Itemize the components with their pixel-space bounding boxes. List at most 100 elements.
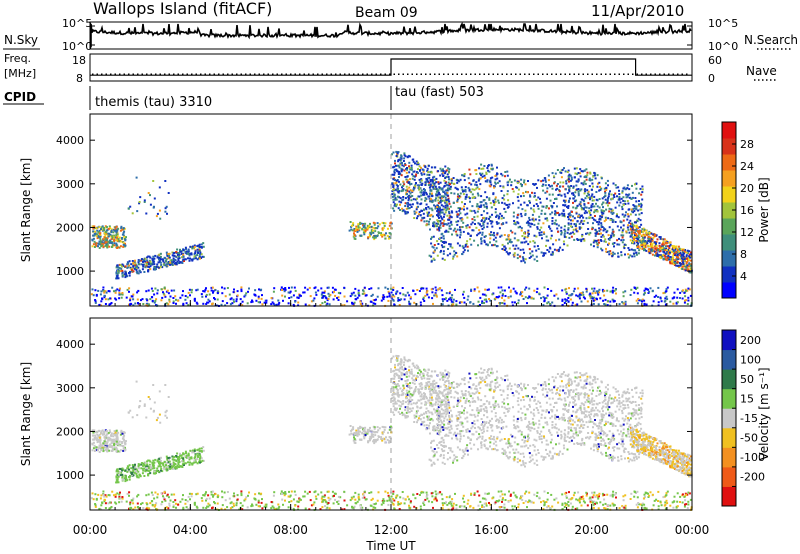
echo-cell bbox=[391, 190, 394, 193]
echo-cell bbox=[128, 478, 131, 481]
echo-cell bbox=[605, 250, 608, 253]
echo-cell bbox=[501, 296, 503, 299]
echo-cell bbox=[116, 274, 119, 277]
echo-cell bbox=[665, 249, 668, 252]
power-colorbar-step bbox=[722, 202, 736, 219]
echo-cell bbox=[594, 228, 597, 231]
echo-cell bbox=[681, 260, 684, 262]
power-colorbar-label: 12 bbox=[740, 226, 754, 239]
echo-cell bbox=[495, 240, 498, 243]
echo-cell bbox=[633, 255, 636, 258]
echo-cell bbox=[136, 265, 138, 268]
echo-cell bbox=[469, 209, 472, 212]
echo-cell bbox=[420, 173, 423, 176]
echo-cell bbox=[418, 211, 421, 213]
echo-cell bbox=[457, 207, 460, 210]
echo-cell bbox=[390, 288, 393, 291]
echo-cell bbox=[431, 291, 434, 294]
echo-cell bbox=[452, 298, 455, 301]
echo-cell bbox=[485, 294, 488, 297]
echo-cell bbox=[506, 193, 509, 196]
echo-cell bbox=[210, 289, 213, 292]
echo-cell bbox=[498, 295, 501, 298]
echo-cell bbox=[462, 251, 465, 254]
echo-cell bbox=[588, 233, 591, 236]
echo-cell bbox=[526, 204, 529, 207]
echo-cell bbox=[363, 292, 366, 295]
echo-cell bbox=[504, 171, 507, 173]
echo-cell bbox=[398, 158, 401, 161]
echo-cell bbox=[630, 229, 633, 232]
echo-cell bbox=[175, 256, 178, 259]
echo-cell bbox=[432, 302, 434, 305]
echo-cell bbox=[508, 247, 511, 250]
echo-cell bbox=[636, 234, 638, 237]
echo-cell bbox=[427, 177, 430, 179]
echo-cell bbox=[431, 199, 434, 202]
echo-cell bbox=[642, 242, 645, 245]
echo-cell bbox=[571, 301, 574, 304]
echo-cell bbox=[442, 168, 444, 171]
echo-cell bbox=[586, 221, 589, 224]
echo-cell bbox=[637, 298, 640, 300]
echo-cell bbox=[359, 226, 361, 229]
echo-cell bbox=[119, 229, 122, 232]
echo-cell bbox=[408, 302, 411, 305]
echo-cell bbox=[453, 192, 456, 195]
echo-cell bbox=[680, 253, 683, 256]
echo-cell bbox=[376, 222, 379, 225]
echo-cell bbox=[122, 445, 125, 448]
echo-cell bbox=[158, 258, 160, 261]
echo-cell bbox=[432, 186, 435, 189]
echo-cell bbox=[486, 167, 489, 169]
echo-cell bbox=[132, 266, 135, 269]
echo-cell bbox=[442, 175, 445, 177]
echo-cell bbox=[381, 425, 384, 428]
echo-cell bbox=[125, 272, 128, 275]
echo-cell bbox=[396, 195, 399, 198]
echo-cell bbox=[241, 300, 244, 303]
echo-cell bbox=[153, 461, 156, 464]
echo-cell bbox=[95, 446, 98, 449]
echo-cell bbox=[149, 265, 152, 268]
echo-cell bbox=[129, 205, 132, 208]
echo-cell bbox=[398, 200, 401, 203]
echo-cell bbox=[532, 219, 535, 222]
echo-cell bbox=[202, 255, 205, 258]
echo-cell bbox=[517, 226, 520, 229]
echo-cell bbox=[640, 212, 643, 215]
echo-cell bbox=[118, 246, 121, 249]
echo-cell bbox=[110, 228, 113, 231]
echo-cell bbox=[569, 214, 572, 217]
echo-cell bbox=[579, 175, 582, 178]
echo-cell bbox=[434, 185, 437, 188]
echo-cell bbox=[440, 211, 443, 214]
echo-cell bbox=[626, 213, 629, 216]
echo-cell bbox=[602, 201, 605, 204]
echo-cell bbox=[535, 249, 538, 252]
echo-cell bbox=[98, 232, 101, 235]
echo-cell bbox=[397, 151, 400, 153]
echo-cell bbox=[572, 215, 574, 218]
echo-cell bbox=[113, 229, 116, 232]
echo-cell bbox=[636, 220, 639, 223]
echo-cell bbox=[585, 168, 588, 171]
echo-cell bbox=[393, 209, 396, 212]
echo-cell bbox=[158, 464, 161, 467]
echo-cell bbox=[204, 288, 207, 291]
echo-cell bbox=[135, 468, 138, 471]
echo-cell bbox=[179, 465, 182, 468]
echo-cell bbox=[567, 205, 570, 207]
echo-cell bbox=[673, 264, 676, 266]
echo-cell bbox=[110, 229, 113, 232]
echo-cell bbox=[427, 195, 430, 198]
echo-cell bbox=[533, 183, 536, 186]
echo-cell bbox=[668, 249, 671, 252]
echo-cell bbox=[125, 478, 128, 481]
echo-cell bbox=[545, 239, 548, 242]
echo-cell bbox=[122, 227, 125, 230]
echo-cell bbox=[588, 210, 591, 213]
echo-cell bbox=[97, 289, 100, 292]
echo-cell bbox=[484, 288, 487, 291]
echo-cell bbox=[170, 259, 173, 262]
